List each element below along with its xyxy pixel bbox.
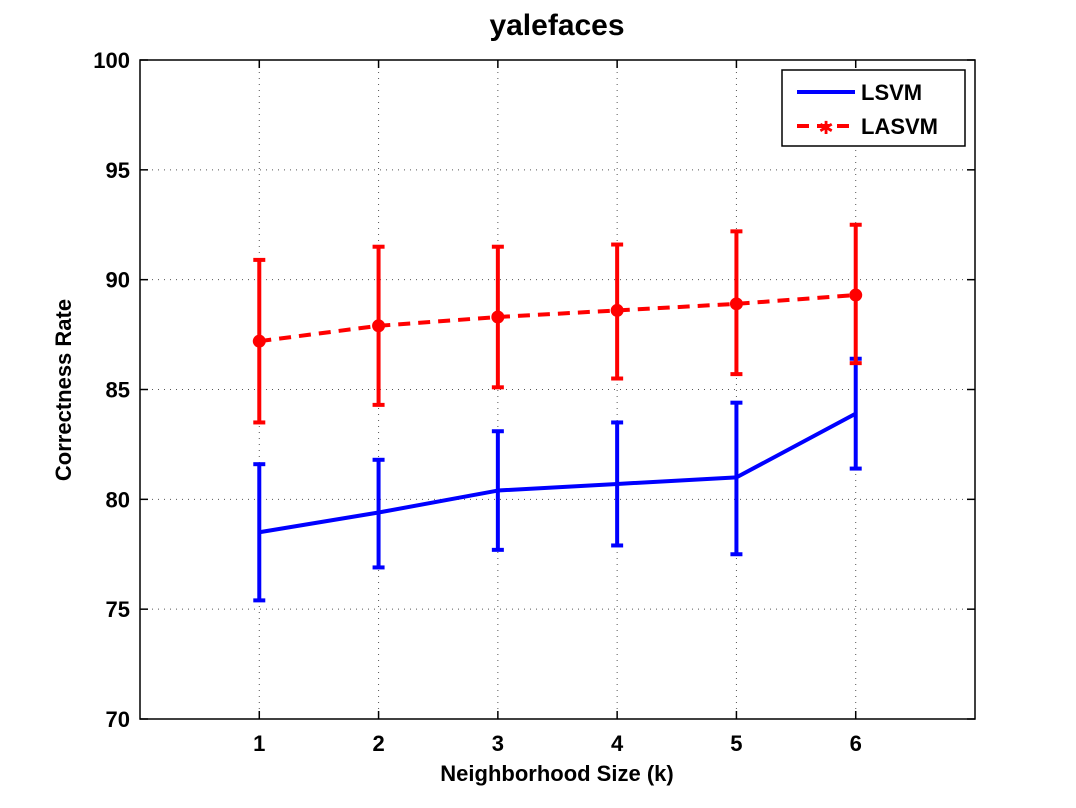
point-lasvm <box>491 310 505 324</box>
line-lsvm <box>258 411 857 535</box>
point-lasvm <box>252 334 266 348</box>
x-tick-label: 2 <box>372 731 384 756</box>
chart-title: yalefaces <box>489 9 624 42</box>
ticks-layer: 1 2 3 4 5 6 70 75 80 85 90 95 100 <box>93 48 975 756</box>
y-tick-label: 75 <box>106 597 130 622</box>
x-tick-label: 1 <box>253 731 265 756</box>
legend-label-lasvm: LASVM <box>861 114 938 139</box>
point-lasvm <box>849 288 863 302</box>
x-axis-label: Neighborhood Size (k) <box>440 761 673 786</box>
legend-box <box>781 69 966 147</box>
series-lsvm <box>253 356 862 603</box>
x-tick-label: 4 <box>611 731 624 756</box>
line-lasvm <box>259 293 856 344</box>
y-tick-label: 100 <box>93 48 130 73</box>
plot-frame <box>139 59 976 720</box>
y-tick-label: 85 <box>106 378 130 403</box>
x-tick-label: 5 <box>730 731 742 756</box>
x-tick-label: 3 <box>492 731 504 756</box>
x-tick-label: 6 <box>850 731 862 756</box>
legend: LSVM ✱ LASVM <box>781 69 966 147</box>
grid-layer <box>140 60 975 719</box>
y-axis-label: Correctness Rate <box>51 299 76 481</box>
point-lasvm <box>372 319 386 333</box>
y-tick-label: 95 <box>106 158 130 183</box>
y-tick-label: 90 <box>106 268 130 293</box>
series-lasvm <box>252 222 863 425</box>
legend-label-lsvm: LSVM <box>861 80 922 105</box>
point-lasvm <box>729 297 743 311</box>
point-lasvm <box>610 303 624 317</box>
y-tick-label: 80 <box>106 487 130 512</box>
legend-marker-lasvm: ✱ <box>818 118 833 139</box>
y-tick-label: 70 <box>106 707 130 732</box>
series-layer <box>252 222 863 603</box>
